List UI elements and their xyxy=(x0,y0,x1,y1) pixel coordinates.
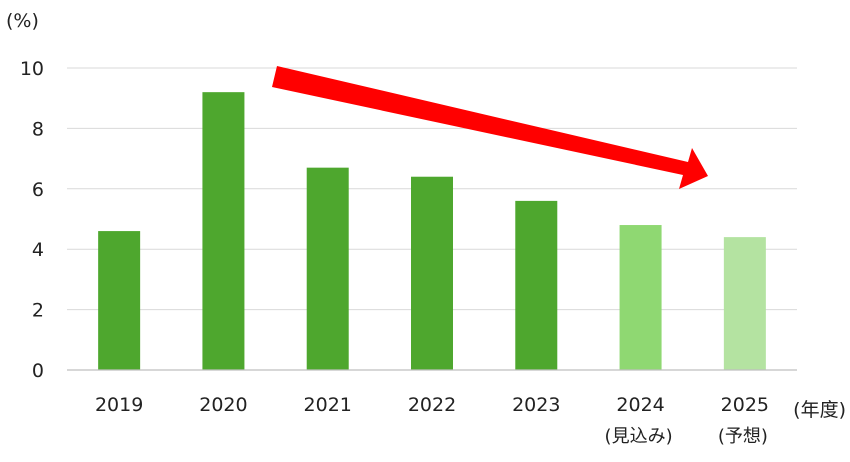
x-tick-note: (予想) xyxy=(718,426,768,447)
labels: 0 2 4 6 8 10 2019 2020 2021 2022 2023 2024 (見込み) 2025… xyxy=(6,10,846,447)
y-tick-label: 8 xyxy=(32,118,44,140)
x-tick-label: 2025 xyxy=(721,394,769,416)
bar-2019 xyxy=(98,231,141,370)
bar-2024 xyxy=(619,225,662,370)
trend-arrow xyxy=(272,66,708,189)
annotations xyxy=(272,66,708,189)
x-axis-unit-label: (年度) xyxy=(793,399,846,421)
y-tick-label: 10 xyxy=(20,58,44,80)
y-tick-label: 0 xyxy=(32,360,44,382)
bar-2020 xyxy=(202,92,245,370)
bar-2021 xyxy=(306,167,349,370)
bar-2025 xyxy=(723,237,766,370)
y-tick-label: 2 xyxy=(32,300,44,322)
x-tick-label: 2021 xyxy=(304,394,352,416)
y-tick-label: 6 xyxy=(32,179,44,201)
x-tick-label: 2024 xyxy=(616,394,664,416)
x-tick-label: 2019 xyxy=(95,394,143,416)
bar-2023 xyxy=(515,200,558,370)
x-tick-label: 2020 xyxy=(199,394,247,416)
bar-2022 xyxy=(411,176,453,370)
x-tick-label: 2022 xyxy=(408,394,456,416)
x-tick-note: (見込み) xyxy=(605,426,673,447)
y-axis-unit-label: (%) xyxy=(6,10,39,32)
y-tick-label: 4 xyxy=(32,239,44,261)
bars xyxy=(98,92,766,370)
x-tick-label: 2023 xyxy=(512,394,560,416)
